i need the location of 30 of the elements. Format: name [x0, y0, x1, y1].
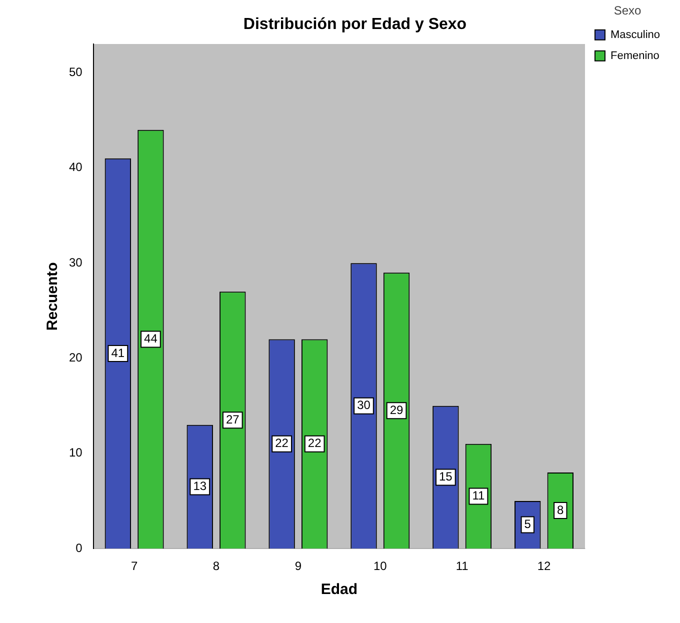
data-label: 27 — [226, 412, 240, 426]
y-tick-label: 40 — [68, 160, 83, 174]
data-label: 29 — [390, 402, 404, 417]
x-tick-label: 11 — [456, 559, 469, 574]
data-label: 8 — [557, 502, 564, 517]
data-label: 30 — [357, 398, 371, 412]
legend-title: Sexo — [614, 3, 642, 18]
x-tick-label: 9 — [294, 559, 302, 574]
x-tick-label: 8 — [212, 559, 220, 574]
x-tick-label: 10 — [373, 559, 388, 574]
y-tick-label: 50 — [68, 65, 83, 80]
data-label: 44 — [144, 332, 158, 346]
data-label: 15 — [439, 470, 453, 484]
y-tick-label: 0 — [76, 540, 83, 555]
y-tick-label: 10 — [68, 446, 83, 460]
data-label: 22 — [275, 436, 289, 450]
y-axis-title: Recuento — [44, 262, 62, 331]
y-tick-label: 30 — [68, 255, 83, 270]
data-label: 41 — [111, 346, 125, 360]
chart-title: Distribución por Edad y Sexo — [243, 16, 467, 34]
legend-label: Femenino — [610, 50, 660, 62]
x-tick-label: 7 — [130, 559, 138, 574]
data-label: 13 — [193, 479, 207, 494]
x-tick-label: 12 — [537, 559, 552, 574]
legend-label: Masculino — [610, 28, 660, 41]
data-label: 11 — [472, 488, 486, 503]
data-label: 5 — [524, 517, 532, 532]
x-axis-title: Edad — [320, 581, 358, 598]
y-tick-label: 20 — [68, 350, 83, 365]
data-label: 22 — [308, 436, 322, 450]
